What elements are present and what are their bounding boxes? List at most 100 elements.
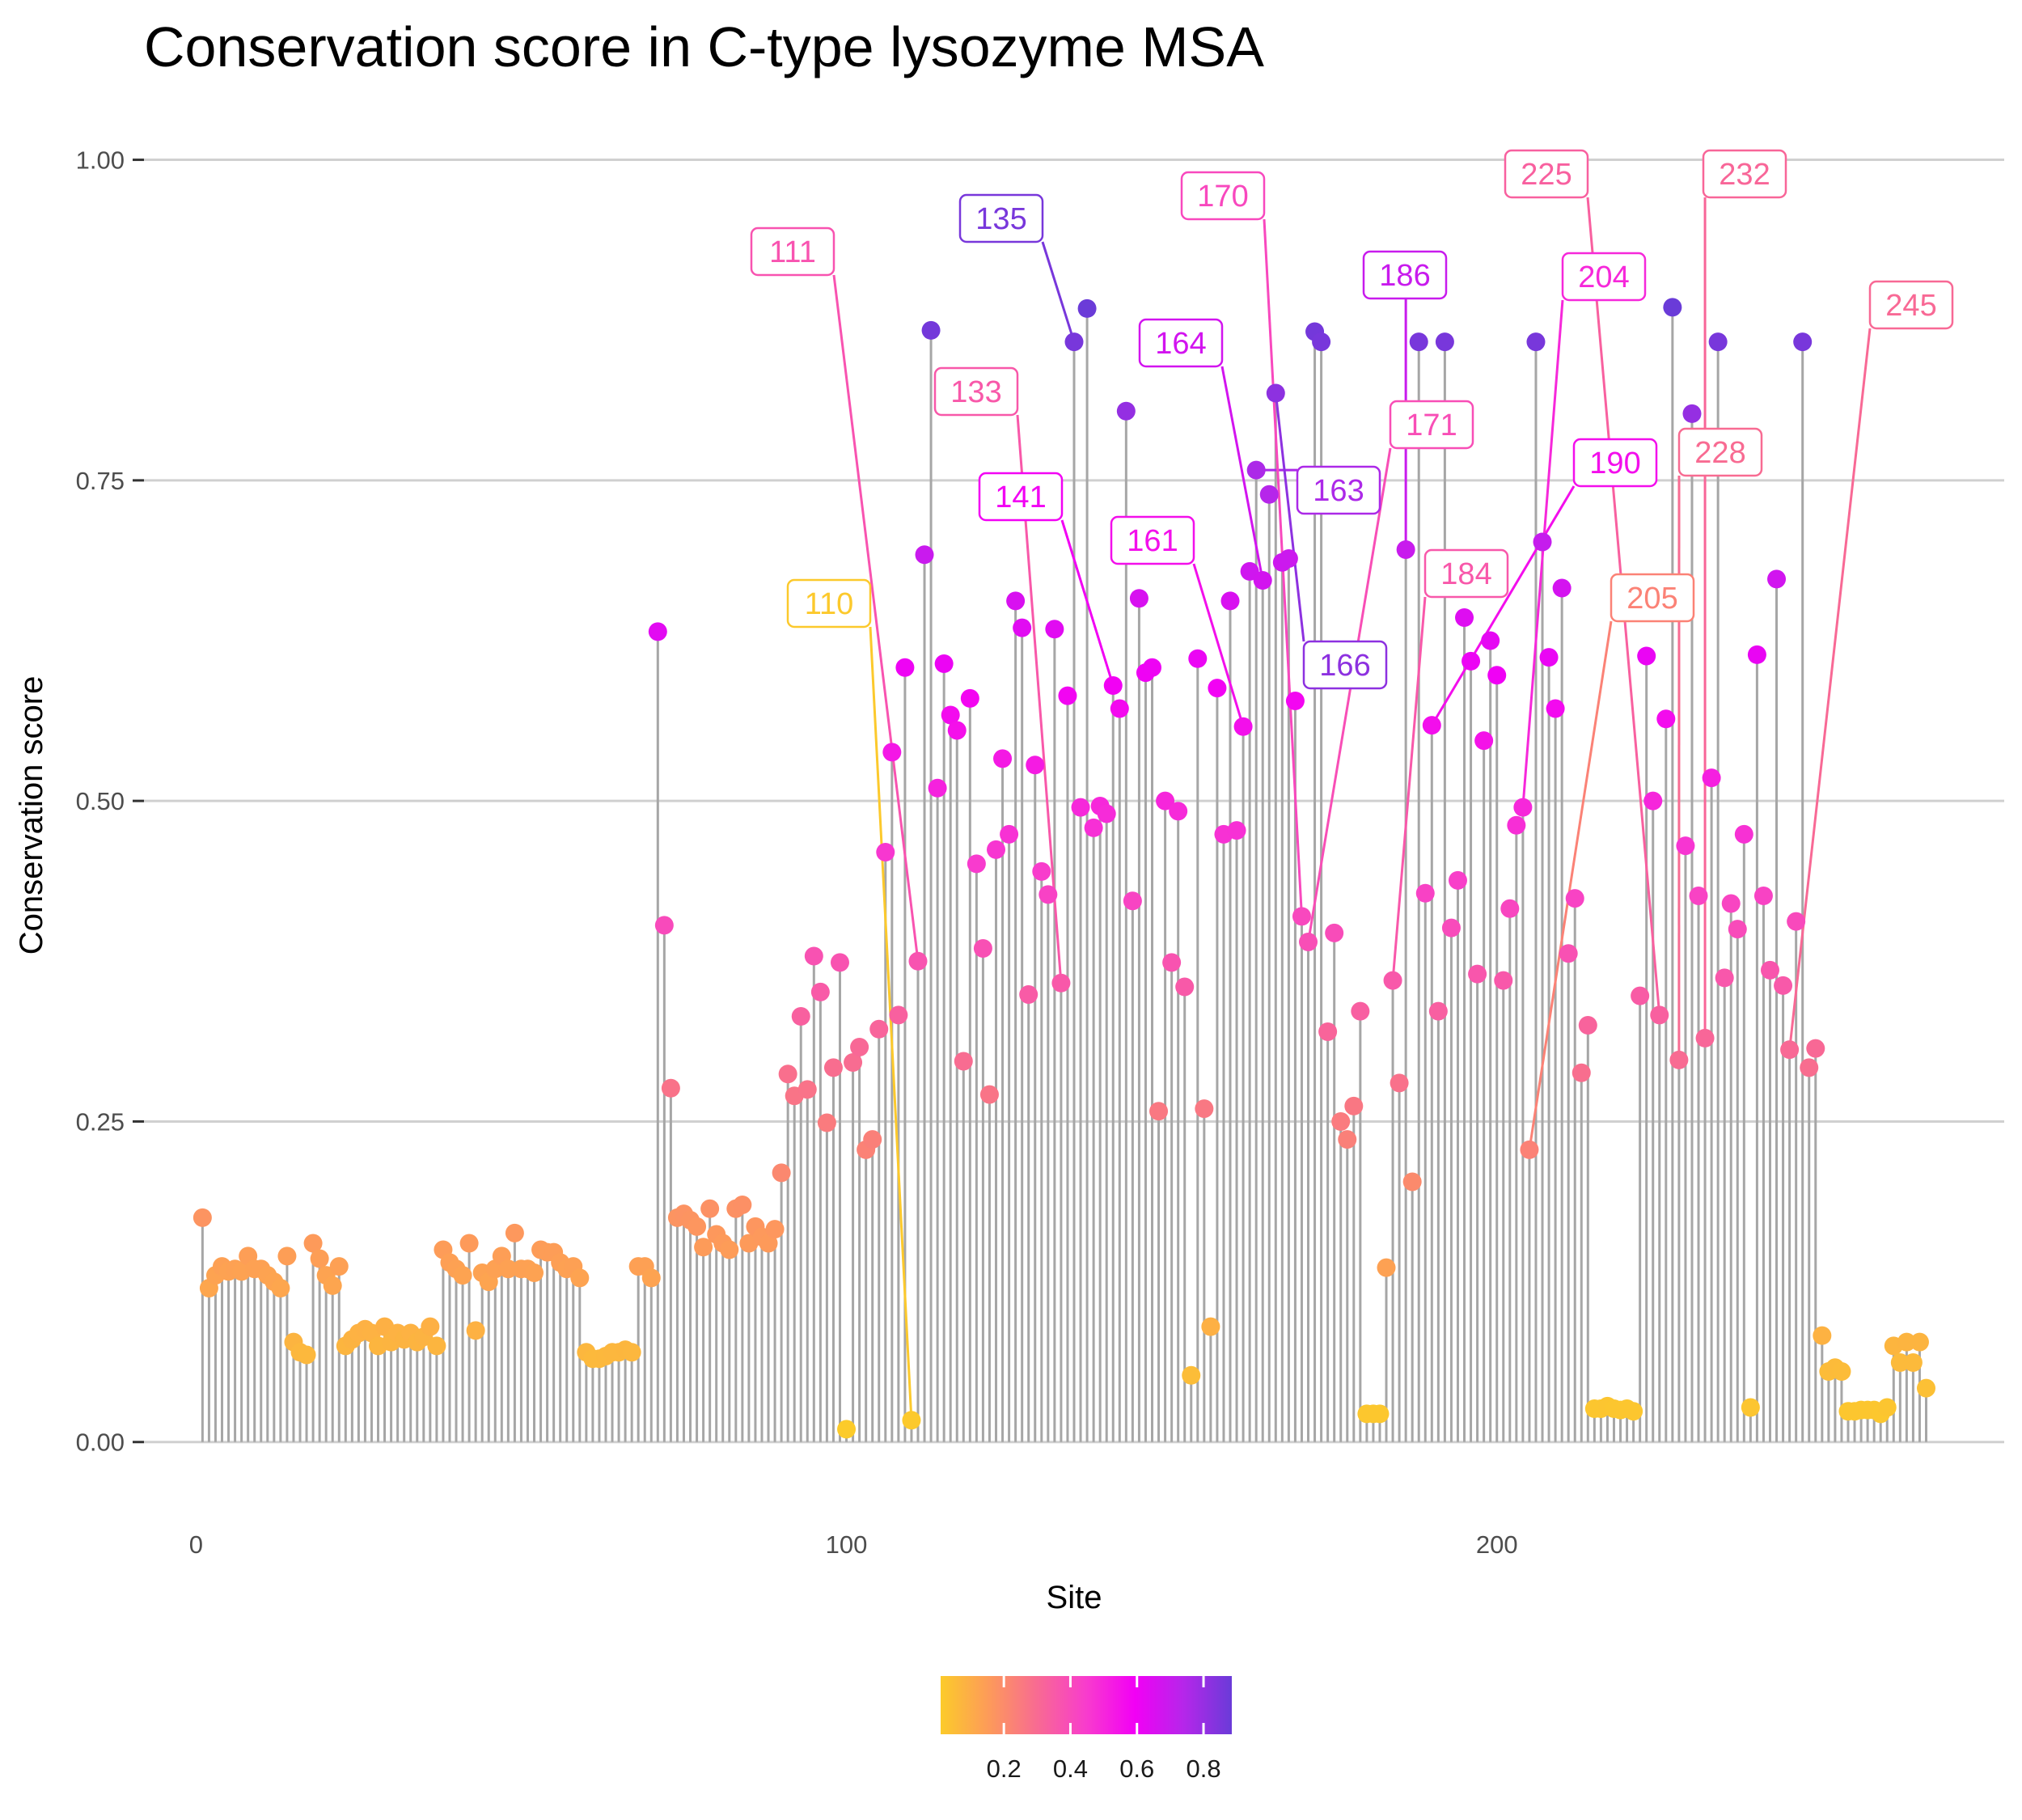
data-point [1832,1362,1851,1382]
data-point [1494,971,1513,990]
callout-135: 135 [958,193,1044,243]
data-point [967,854,986,874]
data-point [1279,549,1298,569]
data-point [1383,971,1402,990]
callout-label: 164 [1155,327,1206,361]
data-point [1578,1016,1597,1035]
data-point [1344,1096,1364,1115]
data-point [1129,589,1148,608]
data-point [1507,815,1526,835]
callout-leader-190 [1431,485,1576,726]
colorbar-tick-label: 0.4 [1053,1754,1088,1783]
callout-box [978,472,1064,522]
callout-label: 110 [805,587,854,621]
data-point [1097,804,1116,823]
data-point [1325,923,1344,942]
data-point [505,1223,524,1242]
data-point [1780,1040,1800,1060]
data-point [1474,731,1494,751]
callout-184: 184 [1423,548,1509,599]
data-point [1890,1352,1910,1372]
callout-186: 186 [1362,250,1448,300]
data-point [1500,899,1520,918]
data-point [1103,675,1123,695]
data-point [837,1420,857,1439]
data-point [271,1279,290,1298]
callout-leader-141 [1060,519,1115,686]
data-point [1227,821,1246,840]
data-point [654,916,674,935]
chart-title: Conservation score in C-type lysozyme MS… [144,15,1264,78]
data-point [700,1199,720,1218]
data-point [1051,973,1071,993]
data-point [1481,631,1500,650]
data-point [1220,591,1240,611]
data-point [1539,648,1559,667]
callout-161: 161 [1110,515,1195,565]
data-point [1019,985,1038,1005]
data-point [1800,1058,1819,1077]
data-point [921,320,941,340]
data-point [1299,933,1318,952]
data-point [960,688,979,708]
data-point [986,840,1005,859]
data-point [1753,886,1773,905]
callout-164: 164 [1138,318,1224,368]
data-point [1162,953,1182,972]
data-point [694,1238,713,1257]
callout-leader-184 [1391,596,1427,981]
data-point [973,938,992,958]
y-axis-label: Conservation score [14,676,49,955]
callout-leader-205 [1528,620,1613,1150]
data-point [1559,944,1578,963]
data-point [1650,1005,1669,1025]
data-point [915,545,934,565]
data-point [772,1163,791,1183]
data-point [1084,818,1103,837]
data-point [797,1080,817,1099]
x-axis-ticks: 0 100 200 [189,1530,1518,1559]
data-point [1032,861,1051,881]
data-point [1409,332,1428,352]
data-point [1058,686,1077,705]
data-point [1702,768,1721,788]
callout-box [1296,465,1381,515]
data-point [863,1130,882,1149]
data-point [759,1234,778,1253]
data-point [192,1208,212,1227]
data-point [1143,658,1162,677]
data-point [791,1006,810,1026]
callout-leader-161 [1192,563,1245,727]
data-point [1806,1039,1825,1058]
callout-228: 228 [1677,427,1763,477]
colorbar [941,1676,1232,1734]
data-point [1656,709,1676,729]
callout-label: 205 [1626,582,1677,616]
data-point [323,1276,342,1295]
data-point [823,1058,843,1077]
data-point [1533,532,1552,552]
data-point [1045,620,1064,639]
data-point [1624,1402,1643,1421]
callout-leader-110 [869,626,913,1420]
data-point [1149,1102,1169,1121]
data-point [1233,717,1253,736]
y-tick-label: 0.75 [76,467,125,495]
data-point [1787,912,1806,931]
data-point [1455,607,1474,627]
callout-label: 135 [975,202,1026,236]
data-points [192,298,1935,1439]
data-point [1208,679,1227,698]
callout-labels: 110 111 133 135 141 161 163 164 166 170 171 184 186 1… [750,149,1954,690]
data-point [570,1268,590,1288]
callout-205: 205 [1610,573,1695,623]
callout-label: 166 [1319,649,1370,683]
data-point [895,658,915,677]
colorbar-tick-label: 0.2 [987,1754,1022,1783]
data-point [1741,1398,1760,1417]
callout-box [1138,318,1224,368]
data-point [947,721,967,740]
data-point [1793,332,1813,352]
callout-110: 110 [786,578,872,629]
data-point [928,778,947,798]
